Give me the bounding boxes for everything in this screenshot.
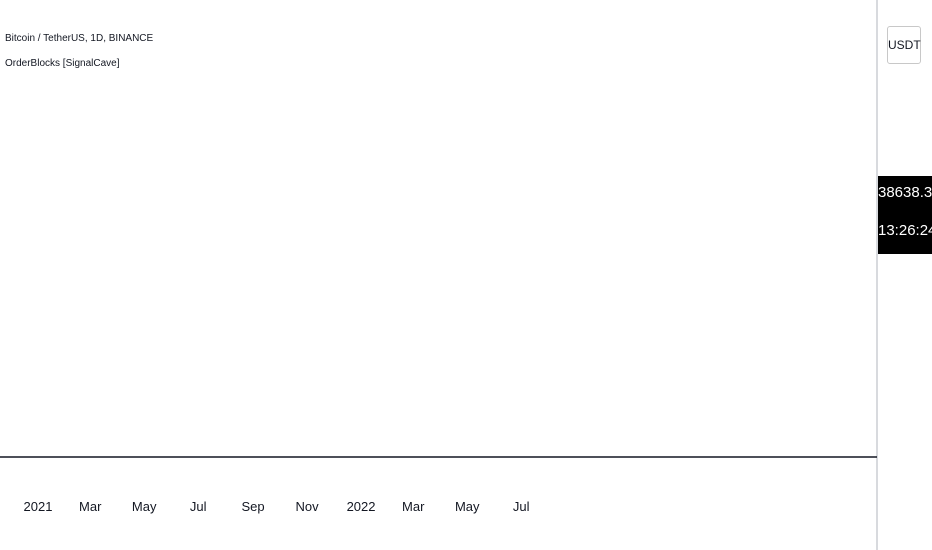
time-axis: 2021 Mar May Jul Sep Nov 2022 Mar May Jul	[24, 499, 530, 514]
last-price-label: 38638.31 13:26:24	[878, 176, 932, 254]
time-tick-label: May	[455, 499, 480, 514]
time-tick-label: Nov	[295, 499, 319, 514]
time-tick-label: Mar	[402, 499, 425, 514]
time-tick-label: Jul	[513, 499, 530, 514]
indicator-legend[interactable]: OrderBlocks [SignalCave]	[5, 58, 120, 69]
currency-unit-button[interactable]: USDT	[887, 26, 921, 64]
last-price-value: 38638.31	[878, 184, 932, 201]
time-tick-label: May	[132, 499, 157, 514]
currency-unit-label: USDT	[888, 38, 921, 52]
time-tick-label: 2022	[347, 499, 376, 514]
time-tick-label: Mar	[79, 499, 102, 514]
time-tick-label: Jul	[190, 499, 207, 514]
time-tick-label: Sep	[241, 499, 264, 514]
time-tick-label: 2021	[24, 499, 53, 514]
bar-countdown: 13:26:24	[878, 222, 932, 239]
symbol-legend[interactable]: Bitcoin / TetherUS, 1D, BINANCE	[5, 33, 154, 44]
